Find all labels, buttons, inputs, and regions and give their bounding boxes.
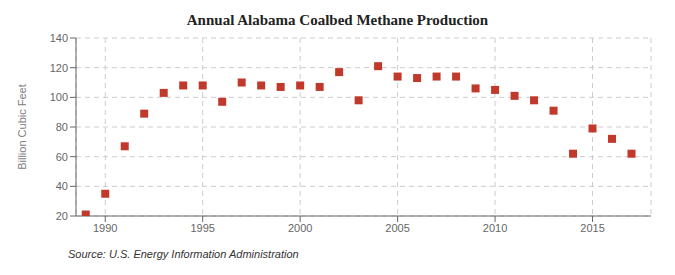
svg-text:1995: 1995 [190,222,214,234]
svg-text:60: 60 [56,151,68,163]
svg-text:Billion Cubic Feet: Billion Cubic Feet [16,84,28,170]
svg-text:1990: 1990 [93,222,117,234]
svg-text:2010: 2010 [483,222,507,234]
svg-text:120: 120 [50,62,68,74]
html-text:Annual Alabama Coalbed Methane: Annual Alabama Coalbed Methane Productio… [186,12,489,28]
svg-text:80: 80 [56,121,68,133]
svg-text:2000: 2000 [288,222,312,234]
svg-text:140: 140 [50,32,68,44]
svg-text:2015: 2015 [580,222,604,234]
svg-text:2005: 2005 [385,222,409,234]
svg-text:100: 100 [50,91,68,103]
html-text:Source: U.S. Energy Informatio: Source: U.S. Energy Information Administ… [68,248,299,260]
svg-text:20: 20 [56,210,68,222]
svg-text:40: 40 [56,180,68,192]
